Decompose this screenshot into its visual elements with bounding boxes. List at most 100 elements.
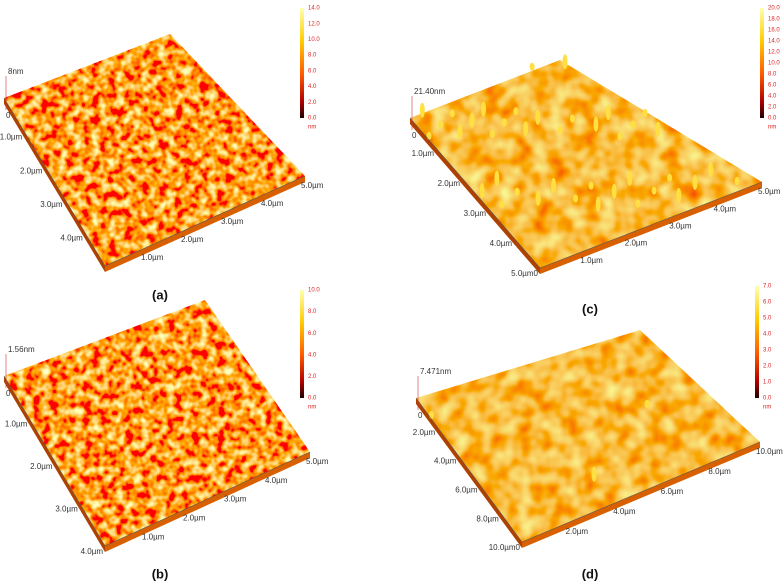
surface-side xyxy=(522,442,760,548)
colorbar xyxy=(755,286,759,398)
surface-side xyxy=(416,398,522,548)
panel-label: (d) xyxy=(582,566,599,581)
colorbar-unit: nm xyxy=(768,125,776,131)
colorbar-tick: 14.0 xyxy=(768,39,780,45)
colorbar xyxy=(760,8,764,118)
surface-side xyxy=(410,118,540,274)
colorbar-tick: 1.0 xyxy=(763,380,772,386)
peak xyxy=(469,112,475,128)
peak xyxy=(593,116,599,132)
colorbar-tick: 6.0 xyxy=(768,83,777,89)
peak xyxy=(644,399,650,408)
colorbar-tick: 6.0 xyxy=(763,300,772,306)
axis-line xyxy=(3,375,106,547)
peak xyxy=(426,131,432,140)
axis-label: 4.0µm xyxy=(714,204,737,213)
surface-side xyxy=(540,182,762,274)
axis-line xyxy=(3,97,106,267)
colorbar-tick: 2.0 xyxy=(308,100,317,106)
colorbar-tick: 2.0 xyxy=(763,364,772,370)
colorbar-tick: 0.0 xyxy=(763,396,772,402)
peak xyxy=(635,199,641,208)
axis-label: 3.0µm xyxy=(224,495,247,504)
axis-line xyxy=(409,117,541,269)
colorbar xyxy=(300,8,304,118)
panel-label: (a) xyxy=(152,287,168,302)
axis-label: 5.0µm xyxy=(758,187,781,196)
peak xyxy=(479,183,485,199)
axis-label: 4.0µm xyxy=(265,476,288,485)
axis-label: 8.0µm xyxy=(476,514,499,523)
peak xyxy=(457,124,463,140)
surface-side xyxy=(105,176,305,272)
origin-label: 0 xyxy=(418,411,423,420)
colorbar-tick: 12.0 xyxy=(768,50,780,56)
axis-line xyxy=(104,451,311,547)
colorbar-tick: 0.0 xyxy=(768,116,777,122)
axis-label: 5.0µm xyxy=(301,181,324,190)
colorbar-tick: 18.0 xyxy=(768,17,780,23)
peak xyxy=(514,187,520,196)
axis-label: 6.0µm xyxy=(455,486,478,495)
axis-line xyxy=(539,181,763,269)
axis-label: 4.0µm xyxy=(490,239,513,248)
colorbar-tick: 7.0 xyxy=(763,284,772,290)
colorbar-tick: 8.0 xyxy=(768,72,777,78)
axis-label: 4.0µm xyxy=(434,457,457,466)
peak xyxy=(551,177,557,193)
peak xyxy=(591,466,597,482)
panel-label: (b) xyxy=(152,566,169,581)
height-label: 1.56nm xyxy=(8,345,35,354)
axis-label: 3.0µm xyxy=(55,505,78,514)
peak xyxy=(535,190,541,206)
peak xyxy=(573,194,579,203)
peak xyxy=(481,101,487,117)
colorbar-tick: 0.0 xyxy=(308,396,317,402)
colorbar-tick: 10.0 xyxy=(768,61,780,67)
colorbar-tick: 5.0 xyxy=(763,316,772,322)
axis-label: 2.0µm xyxy=(20,166,43,175)
axis-label: 2.0µm xyxy=(625,239,648,248)
peak xyxy=(494,170,500,186)
colorbar-tick: 8.0 xyxy=(308,309,317,315)
colorbar-tick: 20.0 xyxy=(768,6,780,12)
peak xyxy=(627,170,633,186)
colorbar-tick: 8.0 xyxy=(308,53,317,59)
colorbar-tick: 10.0 xyxy=(308,37,320,43)
colorbar-tick: 6.0 xyxy=(308,331,317,337)
axis-label: 3.0µm xyxy=(669,222,692,231)
axis-label: 8.0µm xyxy=(708,467,731,476)
axis-label: 5.0µm0 xyxy=(511,269,538,278)
axis-line xyxy=(415,397,523,543)
peak xyxy=(523,121,529,137)
peak xyxy=(513,107,519,116)
axis-label: 1.0µm xyxy=(580,256,603,265)
colorbar-unit: nm xyxy=(308,125,316,131)
panel-label: (c) xyxy=(582,301,598,316)
axis-label: 2.0µm xyxy=(413,428,436,437)
axis-label: 4.0µm xyxy=(60,234,83,243)
axis-label: 1.0µm xyxy=(5,420,28,429)
peak xyxy=(489,129,495,138)
colorbar-unit: nm xyxy=(763,405,771,411)
axis-label: 1.0µm xyxy=(412,149,435,158)
height-label: 8nm xyxy=(8,67,24,76)
surface-side xyxy=(4,376,105,552)
peak xyxy=(529,62,535,71)
peak xyxy=(734,176,740,185)
surface xyxy=(4,300,310,546)
origin-label: 0 xyxy=(6,389,11,398)
axis-label: 2.0µm xyxy=(183,514,206,523)
colorbar-tick: 16.0 xyxy=(768,28,780,34)
axis-label: 3.0µm xyxy=(464,209,487,218)
height-label: 7.471nm xyxy=(420,367,451,376)
axis-line xyxy=(104,175,306,267)
surface-side xyxy=(4,98,105,272)
colorbar-tick: 3.0 xyxy=(763,348,772,354)
peak xyxy=(557,126,563,135)
axis-label: 10.0µm0 xyxy=(489,543,521,552)
axis-label: 4.0µm xyxy=(81,547,104,556)
origin-label: 0 xyxy=(6,111,11,120)
peak xyxy=(708,162,714,178)
peak xyxy=(651,186,657,195)
